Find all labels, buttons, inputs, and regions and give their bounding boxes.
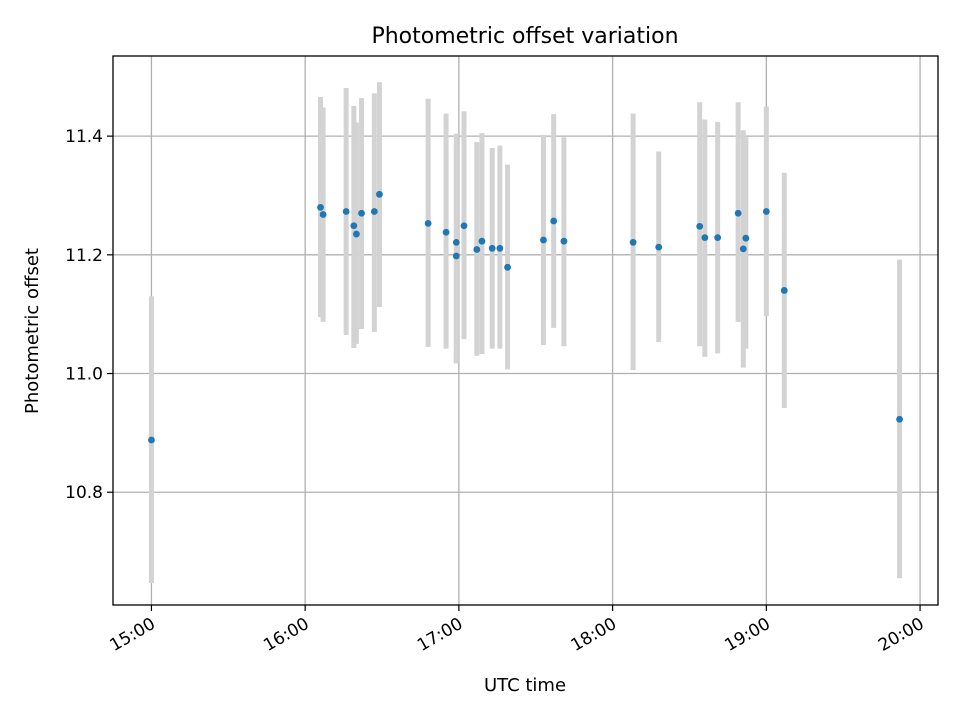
y-ticks: 10.8 11.0 11.2 11.4 xyxy=(65,127,113,503)
x-tick-label: 19:00 xyxy=(721,614,773,656)
x-tick-label: 17:00 xyxy=(414,614,466,656)
data-point xyxy=(734,209,742,217)
data-point xyxy=(739,245,747,253)
data-point xyxy=(452,238,460,246)
data-point xyxy=(762,208,770,215)
y-axis-label: Photometric offset xyxy=(22,248,43,414)
x-ticks: 15:00 16:00 17:00 18:00 19:00 20:00 xyxy=(106,605,928,656)
data-point xyxy=(629,238,637,246)
data-point xyxy=(358,209,365,217)
y-tick-label: 11.4 xyxy=(65,127,103,147)
data-point xyxy=(460,222,468,230)
data-point xyxy=(701,234,709,242)
y-tick-label: 10.8 xyxy=(65,483,103,503)
data-point xyxy=(350,222,358,230)
y-tick-label: 11.0 xyxy=(65,365,103,385)
data-point xyxy=(442,228,450,236)
data-point xyxy=(478,237,486,245)
data-point xyxy=(496,244,504,252)
data-point xyxy=(504,263,511,271)
data-point xyxy=(148,436,155,444)
data-point xyxy=(780,287,788,294)
x-tick-label: 18:00 xyxy=(568,614,620,656)
y-tick-label: 11.2 xyxy=(65,246,103,266)
data-point xyxy=(540,236,547,244)
data-point xyxy=(473,246,481,253)
chart-title: Photometric offset variation xyxy=(371,24,678,49)
data-point xyxy=(319,211,327,218)
data-point xyxy=(452,252,460,260)
error-bars xyxy=(148,82,903,584)
data-point xyxy=(342,208,350,215)
data-point xyxy=(550,217,558,225)
data-point xyxy=(560,237,568,245)
plot-frame xyxy=(112,55,939,606)
data-point xyxy=(655,243,663,251)
data-point xyxy=(370,208,378,215)
x-axis-label: UTC time xyxy=(484,675,566,696)
data-points xyxy=(148,190,903,444)
axes xyxy=(112,55,939,606)
data-point xyxy=(896,415,903,423)
data-point xyxy=(742,234,750,242)
x-tick-label: 16:00 xyxy=(260,614,312,656)
data-point xyxy=(317,203,324,211)
data-point xyxy=(376,190,383,198)
data-point xyxy=(714,234,722,242)
data-point xyxy=(488,244,496,252)
x-tick-label: 20:00 xyxy=(875,614,927,656)
data-point xyxy=(353,230,360,238)
x-tick-label: 15:00 xyxy=(106,614,158,656)
data-point xyxy=(696,222,704,230)
grid xyxy=(113,56,938,605)
data-point xyxy=(424,219,432,227)
